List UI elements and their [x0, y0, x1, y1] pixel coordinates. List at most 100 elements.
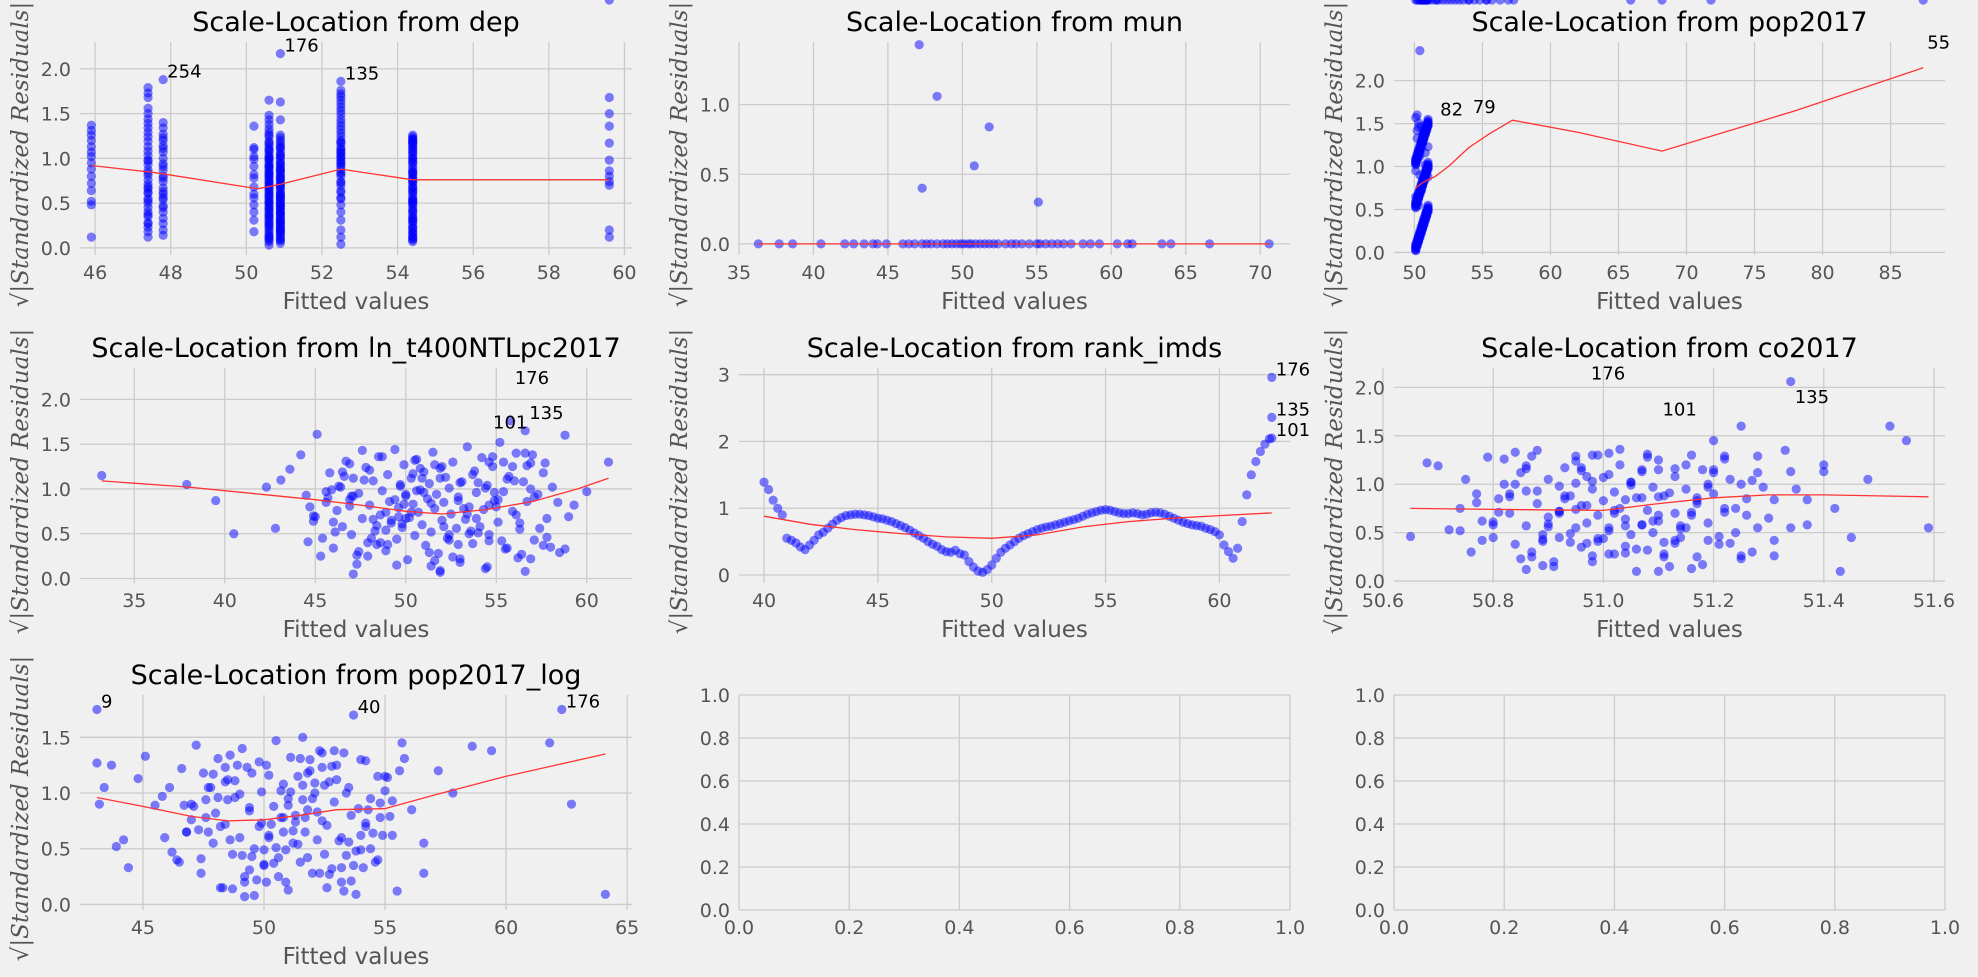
- x-tick-label: 55: [1093, 590, 1117, 612]
- data-point: [467, 741, 477, 751]
- data-point: [97, 470, 107, 481]
- data-point: [535, 523, 545, 533]
- data-point: [336, 160, 346, 170]
- data-point: [1786, 523, 1796, 533]
- data-point: [1819, 460, 1829, 470]
- data-point: [1923, 523, 1934, 533]
- y-tick-label: 2.0: [41, 389, 71, 411]
- x-tick-label: 60: [494, 917, 518, 939]
- data-point: [430, 460, 440, 470]
- x-tick-label: 0.8: [1820, 917, 1850, 939]
- data-point: [987, 560, 997, 570]
- data-point: [336, 207, 346, 217]
- x-tick-label: 60: [612, 262, 636, 284]
- data-point: [1731, 503, 1741, 514]
- data-point: [1477, 535, 1487, 545]
- data-point: [346, 876, 356, 886]
- subplot-7: 45 50 55 60 65 0.0 0.5 1.0 1.5 Scale-Location fro…: [8, 656, 639, 970]
- data-point: [346, 530, 357, 540]
- x-tick-label: 0.0: [724, 917, 754, 939]
- data-point: [368, 514, 378, 524]
- data-point: [1706, 0, 1716, 5]
- data-point: [186, 815, 196, 825]
- y-tick-label: 0.0: [1355, 900, 1385, 922]
- data-point: [336, 76, 346, 86]
- lowess-line: [101, 477, 609, 515]
- data-point: [1455, 526, 1465, 536]
- data-point: [254, 757, 264, 767]
- data-point: [1510, 479, 1520, 489]
- data-point: [336, 232, 346, 242]
- data-point: [325, 468, 335, 478]
- data-point: [426, 561, 436, 571]
- x-tick-label: 51.0: [1582, 590, 1624, 612]
- data-point: [545, 542, 556, 552]
- data-point: [1554, 508, 1564, 518]
- data-point: [1736, 554, 1746, 564]
- data-point: [1604, 523, 1614, 533]
- data-point: [336, 144, 346, 154]
- data-point: [455, 478, 465, 488]
- data-point: [1587, 551, 1597, 561]
- data-point: [1731, 528, 1741, 538]
- data-point: [917, 183, 927, 193]
- data-point: [1598, 472, 1608, 483]
- data-point: [326, 485, 337, 495]
- data-point: [271, 843, 281, 853]
- data-point: [305, 755, 315, 765]
- data-point: [275, 130, 285, 140]
- data-point: [296, 450, 306, 460]
- data-point: [1609, 487, 1619, 497]
- data-point: [1549, 557, 1559, 567]
- data-point: [275, 211, 285, 222]
- data-point: [158, 161, 168, 171]
- data-point: [419, 838, 429, 848]
- data-point: [1587, 450, 1597, 460]
- data-point: [437, 461, 447, 472]
- data-point: [1742, 510, 1752, 520]
- data-point: [1626, 0, 1636, 5]
- x-tick-label: 51.4: [1803, 590, 1845, 612]
- data-point: [1420, 148, 1430, 158]
- data-point: [1598, 496, 1608, 506]
- data-point: [1720, 507, 1730, 517]
- data-point: [276, 475, 286, 485]
- data-point: [1637, 493, 1647, 503]
- data-point: [275, 195, 285, 206]
- x-tick-label: 50: [980, 590, 1004, 612]
- data-point: [753, 239, 763, 249]
- data-point: [969, 161, 979, 171]
- data-point: [431, 489, 442, 499]
- data-point: [352, 559, 362, 569]
- data-point: [1521, 486, 1531, 496]
- data-point: [220, 762, 230, 773]
- y-tick-label: 0.0: [41, 569, 71, 591]
- y-tick-label: 1.0: [41, 783, 71, 805]
- data-point: [1664, 488, 1675, 498]
- data-point: [1631, 544, 1642, 554]
- data-point: [264, 211, 274, 221]
- data-point: [1604, 448, 1614, 458]
- data-point: [773, 503, 783, 513]
- data-point: [316, 551, 326, 561]
- subplot-1: 46 48 50 52 54 56 58 60 0.0 0.5 1.0 1.5 2.0 Scale-Loc…: [8, 0, 637, 315]
- data-point: [1708, 465, 1719, 475]
- data-point: [1494, 494, 1504, 504]
- data-point: [1251, 456, 1261, 467]
- data-point: [368, 476, 378, 486]
- data-point: [495, 437, 505, 447]
- data-point: [497, 536, 507, 546]
- data-point: [435, 567, 445, 577]
- data-point: [1637, 467, 1647, 477]
- data-point: [1571, 451, 1581, 461]
- y-axis-label: √|Standardized Residuals|: [667, 2, 693, 307]
- data-point: [235, 789, 245, 799]
- y-tick-label: 0.5: [41, 193, 71, 215]
- y-axis-label: √|Standardized Residuals|: [1322, 2, 1348, 307]
- data-point: [763, 484, 774, 495]
- data-point: [1582, 518, 1592, 528]
- data-point: [509, 476, 519, 486]
- data-point: [410, 530, 420, 541]
- data-point: [357, 445, 367, 456]
- data-point: [1267, 412, 1277, 423]
